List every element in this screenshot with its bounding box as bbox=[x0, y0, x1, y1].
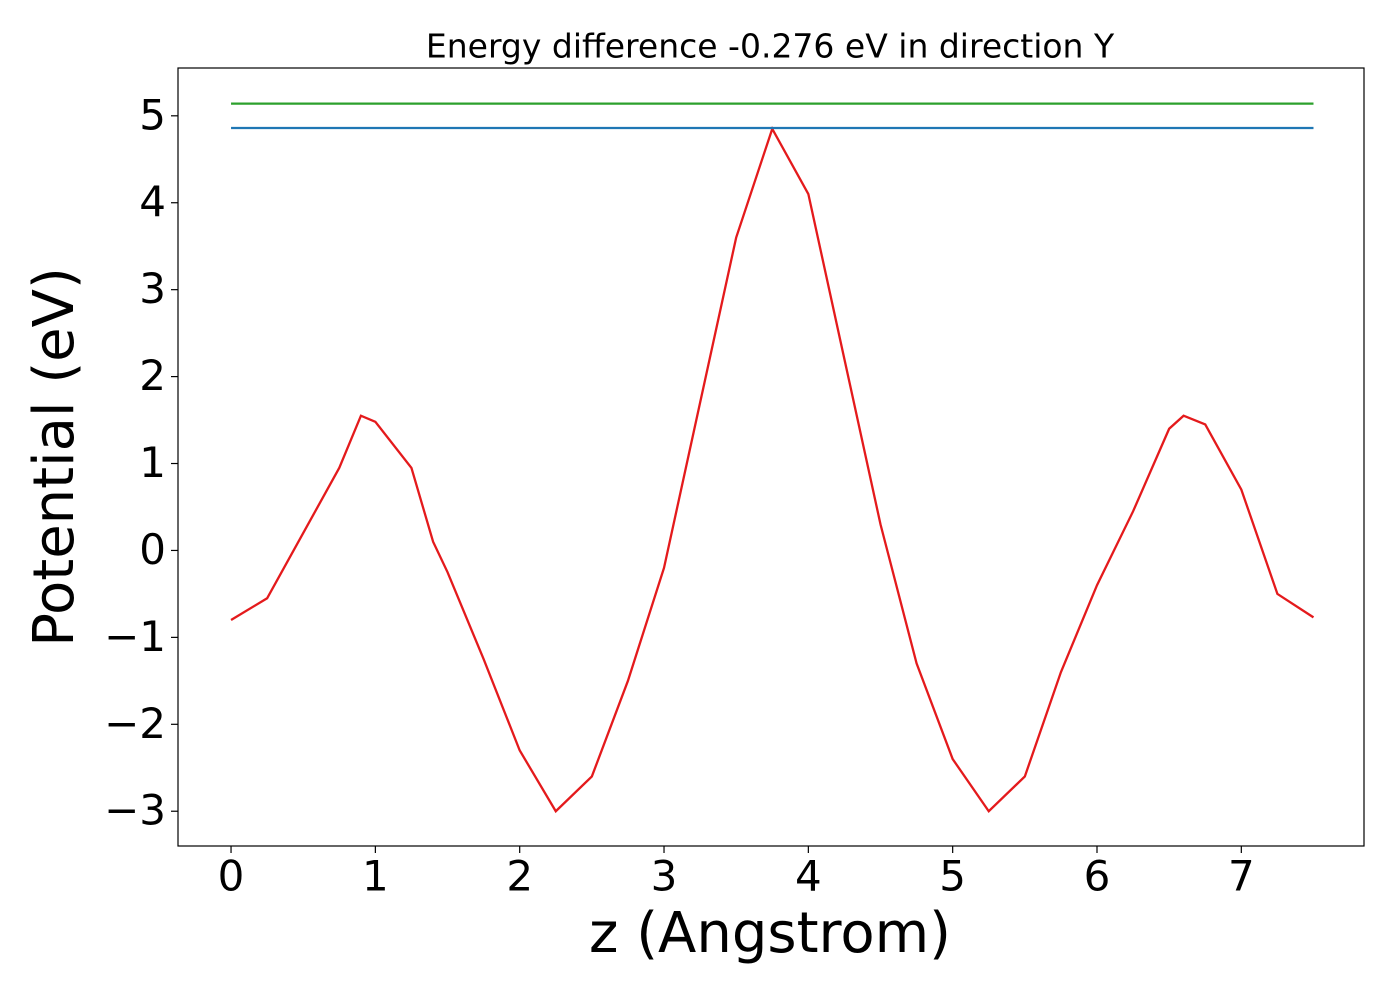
y-tick-label: 4 bbox=[139, 177, 166, 226]
x-tick-label: 4 bbox=[795, 852, 822, 901]
x-tick-label: 3 bbox=[651, 852, 678, 901]
y-axis-label: Potential (eV) bbox=[22, 267, 87, 647]
y-tick-label: 0 bbox=[139, 525, 166, 574]
x-tick-label: 5 bbox=[939, 852, 966, 901]
y-tick-label: 2 bbox=[139, 351, 166, 400]
chart-title: Energy difference -0.276 eV in direction… bbox=[426, 27, 1115, 66]
y-tick-label: −2 bbox=[104, 699, 166, 748]
y-tick-label: −1 bbox=[104, 612, 166, 661]
x-tick-label: 6 bbox=[1084, 852, 1111, 901]
y-tick-label: 3 bbox=[139, 264, 166, 313]
y-tick-label: 1 bbox=[139, 438, 166, 487]
plot-frame bbox=[177, 67, 1365, 847]
x-axis-label: z (Angstrom) bbox=[589, 901, 951, 966]
y-tick-label: 5 bbox=[139, 90, 166, 139]
data-line bbox=[230, 125, 1315, 814]
x-tick-label: 1 bbox=[362, 852, 389, 901]
x-tick-label: 2 bbox=[506, 852, 533, 901]
x-tick-label: 0 bbox=[218, 852, 245, 901]
y-tick-label: −3 bbox=[104, 786, 166, 835]
x-tick-label: 7 bbox=[1228, 852, 1255, 901]
